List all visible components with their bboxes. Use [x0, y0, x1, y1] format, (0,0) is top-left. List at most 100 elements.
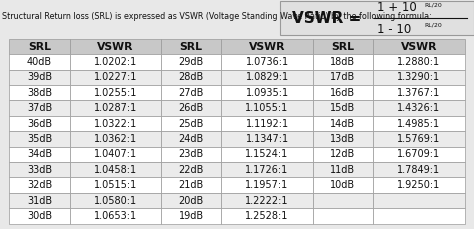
Bar [373, 70, 465, 85]
Bar [313, 177, 373, 193]
Text: Structural Return loss (SRL) is expressed as VSWR (Voltage Standing Wave Ratio) : Structural Return loss (SRL) is expresse… [2, 12, 432, 21]
Text: 1.1192:1: 1.1192:1 [246, 119, 289, 129]
Text: 29dB: 29dB [179, 57, 204, 67]
Text: SRL: SRL [180, 42, 203, 52]
Bar [9, 147, 70, 162]
Text: 37dB: 37dB [27, 103, 52, 113]
Bar [9, 162, 70, 177]
Bar [161, 85, 221, 101]
Bar [313, 147, 373, 162]
Text: 1.0653:1: 1.0653:1 [94, 211, 137, 221]
Bar [373, 101, 465, 116]
Bar [313, 208, 373, 224]
Text: 22dB: 22dB [179, 165, 204, 175]
Bar [70, 101, 161, 116]
Bar [161, 70, 221, 85]
Bar [221, 131, 313, 147]
Text: 21dB: 21dB [179, 180, 204, 190]
Text: 1.0322:1: 1.0322:1 [94, 119, 137, 129]
Bar [313, 101, 373, 116]
Bar [70, 147, 161, 162]
Bar [373, 208, 465, 224]
Text: 26dB: 26dB [179, 103, 204, 113]
Bar [9, 193, 70, 208]
Bar [161, 39, 221, 54]
Bar [373, 39, 465, 54]
Bar [373, 147, 465, 162]
Text: 1.0362:1: 1.0362:1 [94, 134, 137, 144]
Text: 1.0287:1: 1.0287:1 [94, 103, 137, 113]
Bar [313, 131, 373, 147]
Bar [313, 193, 373, 208]
Text: 1.1726:1: 1.1726:1 [246, 165, 289, 175]
Bar [221, 162, 313, 177]
Bar [221, 39, 313, 54]
Bar [70, 85, 161, 101]
Bar [221, 85, 313, 101]
Text: 1.1347:1: 1.1347:1 [246, 134, 289, 144]
Bar [9, 131, 70, 147]
Bar [9, 54, 70, 70]
Text: VSWR: VSWR [249, 42, 285, 52]
Text: 16dB: 16dB [330, 88, 356, 98]
Text: 40dB: 40dB [27, 57, 52, 67]
Bar [161, 147, 221, 162]
Bar [161, 177, 221, 193]
Bar [373, 116, 465, 131]
Bar [9, 85, 70, 101]
Text: 1.6709:1: 1.6709:1 [397, 149, 440, 159]
Bar [70, 39, 161, 54]
Text: 1.0580:1: 1.0580:1 [94, 196, 137, 206]
Text: 36dB: 36dB [27, 119, 52, 129]
Bar [313, 70, 373, 85]
Text: RL/20: RL/20 [424, 23, 442, 28]
Bar [221, 116, 313, 131]
Bar [9, 208, 70, 224]
Text: 23dB: 23dB [179, 149, 204, 159]
Bar [70, 70, 161, 85]
Bar [9, 70, 70, 85]
Text: 34dB: 34dB [27, 149, 52, 159]
Text: 38dB: 38dB [27, 88, 52, 98]
Text: 27dB: 27dB [179, 88, 204, 98]
Bar [161, 131, 221, 147]
Bar [313, 116, 373, 131]
Bar [221, 101, 313, 116]
Bar [313, 39, 373, 54]
Bar [70, 193, 161, 208]
Bar [373, 54, 465, 70]
Bar [221, 177, 313, 193]
Text: 17dB: 17dB [330, 72, 356, 82]
Bar [9, 177, 70, 193]
Bar [9, 101, 70, 116]
Text: 24dB: 24dB [179, 134, 204, 144]
Text: 32dB: 32dB [27, 180, 52, 190]
Text: 1.1055:1: 1.1055:1 [246, 103, 289, 113]
Bar [313, 162, 373, 177]
Text: 13dB: 13dB [330, 134, 356, 144]
Text: 20dB: 20dB [179, 196, 204, 206]
Bar [70, 131, 161, 147]
Bar [161, 162, 221, 177]
Bar [9, 116, 70, 131]
Text: 39dB: 39dB [27, 72, 52, 82]
Text: 1.0255:1: 1.0255:1 [94, 88, 137, 98]
Bar [313, 85, 373, 101]
Text: 1.1524:1: 1.1524:1 [246, 149, 289, 159]
Text: 1.0458:1: 1.0458:1 [94, 165, 137, 175]
Text: 1.0407:1: 1.0407:1 [94, 149, 137, 159]
Text: 1.1957:1: 1.1957:1 [246, 180, 289, 190]
Bar [373, 177, 465, 193]
Text: 19dB: 19dB [179, 211, 204, 221]
Text: SRL: SRL [28, 42, 51, 52]
Text: 35dB: 35dB [27, 134, 52, 144]
Text: 1.9250:1: 1.9250:1 [397, 180, 440, 190]
Text: 1.0202:1: 1.0202:1 [94, 57, 137, 67]
Bar [70, 116, 161, 131]
Bar [221, 193, 313, 208]
Text: 31dB: 31dB [27, 196, 52, 206]
Bar [161, 116, 221, 131]
Text: SRL: SRL [331, 42, 355, 52]
Text: 25dB: 25dB [179, 119, 204, 129]
Text: 1.4985:1: 1.4985:1 [397, 119, 440, 129]
